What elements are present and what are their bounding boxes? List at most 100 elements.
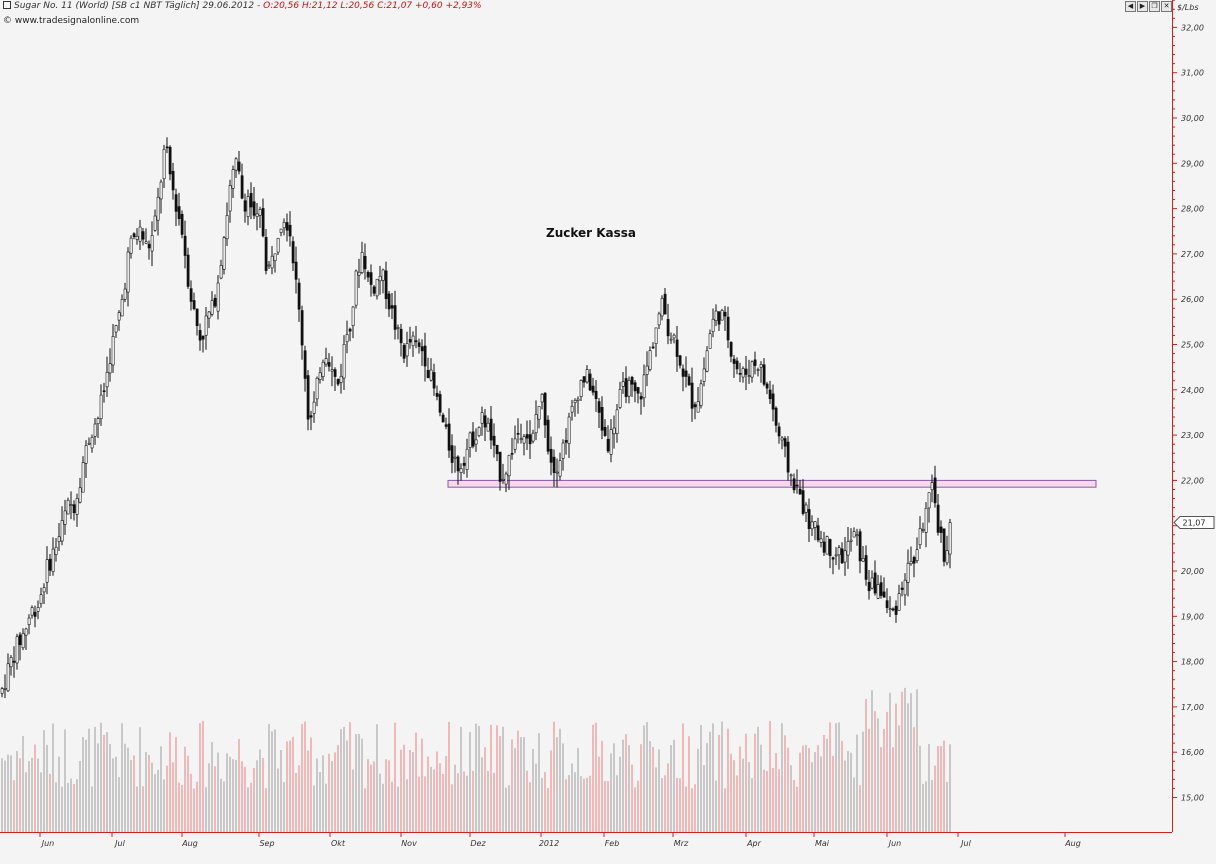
volume-bar [646,722,648,832]
candle-body [813,521,817,528]
candle-body [114,325,118,333]
candle-body [342,343,346,379]
candle-body [642,374,646,399]
volume-bar [319,771,321,832]
time-tick-label: Mrz [674,839,689,848]
candle-body [903,579,907,596]
candle-body [378,275,382,282]
time-axis[interactable]: Jun Jul Aug Sep Okt Nov Dez 2012 Feb Mrz Apr Mai Jun… [0,832,1172,864]
volume-bar [55,782,57,832]
candle-body [45,559,49,583]
volume-bar [931,779,933,832]
candle-body [576,398,580,401]
candle-body [705,350,709,372]
candle-body [117,312,121,321]
volume-bar [805,744,807,832]
volume-bar [733,760,735,832]
volume-bar [121,723,123,832]
volume-bar [298,765,300,832]
scroll-right-icon[interactable]: ▶ [1137,1,1148,12]
ohlc-values: O:20,56 H:21,12 L:20,56 C:21,07 +0,60 +2… [263,1,482,11]
candle-body [783,438,787,447]
volume-bar [859,785,861,832]
volume-bar [457,773,459,832]
volume-bar [184,746,186,832]
volume-bar [721,721,723,832]
volume-bar [814,752,816,832]
volume-bar [400,749,402,832]
candle-body [105,371,109,388]
scroll-left-icon[interactable]: ◀ [1125,1,1136,12]
time-tick-label: Apr [746,839,762,848]
volume-bar [451,784,453,832]
candle-body [909,561,913,565]
volume-bar [334,752,336,832]
candle-body [708,333,712,349]
volume-bar [850,752,852,832]
volume-bar [283,782,285,832]
price-tick-label: 26,00 [1181,295,1204,304]
time-tick-label: Sep [259,839,274,848]
volume-bar [616,775,618,832]
price-chart[interactable] [0,0,1172,832]
volume-bar [817,745,819,832]
volume-bar [808,747,810,832]
restore-window-icon[interactable]: ❐ [1149,1,1160,12]
candle-body [939,526,943,533]
candle-body [945,550,949,564]
candle-body [15,636,19,664]
candle-body [732,358,736,364]
volume-bar [685,786,687,832]
volume-bar [229,756,231,832]
candle-body [207,311,211,319]
volume-bar [826,738,828,832]
candle-body [30,607,34,616]
volume-bar [445,756,447,832]
time-tick-label: Jun [40,839,55,848]
volume-bar [907,703,909,832]
candle-body [93,423,97,437]
candle-body [144,241,148,244]
volume-bar [913,727,915,832]
close-icon[interactable]: ✕ [1161,1,1172,12]
volume-bar [790,765,792,832]
candle-body [444,424,448,427]
volume-bar [265,788,267,832]
price-axis[interactable]: 15,0016,0017,0018,0019,0020,0021,0022,00… [1172,0,1216,832]
support-zone[interactable] [447,479,1097,488]
candle-body [597,401,601,413]
candle-body [948,522,952,555]
candle-body [303,350,307,379]
candle-body [189,288,193,302]
volume-bar [331,761,333,832]
price-tick-label: 19,00 [1181,612,1204,621]
volume-bar [226,753,228,832]
volume-bar [394,722,396,832]
volume-bar [25,772,27,832]
volume-bar [604,780,606,832]
candle-body [492,435,496,446]
volume-bar [535,763,537,832]
volume-bar [439,763,441,832]
volume-bar [610,753,612,832]
time-tick-label: Jul [959,839,971,848]
volume-bar [460,726,462,832]
volume-bar [403,744,405,832]
volume-bar [622,739,624,832]
candle-body [222,237,226,270]
volume-bar [748,762,750,832]
volume-bar [652,746,654,832]
volume-bar [775,753,777,832]
candle-body [258,209,262,216]
volume-bar [676,777,678,832]
volume-bar [553,721,555,832]
candle-body [546,419,550,452]
candle-body [768,389,772,400]
volume-bar [634,787,636,832]
volume-bar [898,725,900,832]
volume-bar [307,750,309,832]
window-icon[interactable] [3,1,11,9]
volume-bar [574,772,576,832]
volume-bar [856,734,858,832]
volume-bar [223,781,225,832]
